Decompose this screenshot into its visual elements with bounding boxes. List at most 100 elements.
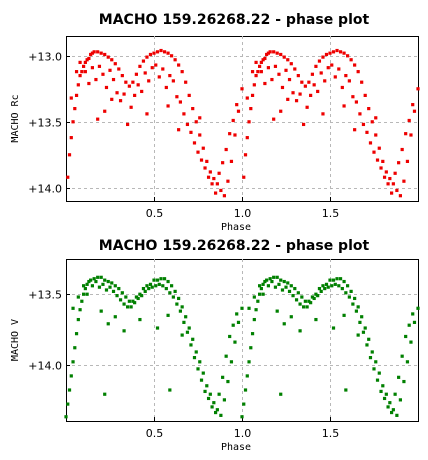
chart-1-x-tick-label: 0.5 bbox=[146, 207, 164, 220]
chart-2-data-point bbox=[97, 285, 102, 289]
chart-1-data-point bbox=[89, 52, 93, 57]
chart-2-data-point bbox=[236, 320, 241, 324]
chart-2-data-point bbox=[99, 275, 103, 279]
chart-2-data-point bbox=[120, 291, 124, 295]
chart-2-data-point bbox=[404, 334, 408, 339]
chart-1-data-point bbox=[379, 166, 383, 170]
chart-1: MACHO 159.26268.22 - phase plot 0.5 1.0 1.5… bbox=[10, 12, 420, 233]
chart-2-data-point bbox=[412, 320, 417, 324]
chart-2-data-point bbox=[126, 305, 130, 309]
chart-2-data-point bbox=[145, 284, 149, 288]
chart-1-data-point bbox=[115, 91, 119, 95]
chart-2-data-point bbox=[372, 367, 376, 371]
chart-1-data-point bbox=[90, 66, 94, 70]
chart-2-data-point bbox=[287, 289, 292, 293]
chart-2-data-point bbox=[407, 323, 411, 327]
chart-2-data-point bbox=[185, 330, 190, 334]
chart-2-data-point bbox=[226, 379, 230, 384]
chart-1-data-point bbox=[273, 64, 278, 68]
chart-2-data-point bbox=[261, 282, 265, 286]
chart-2-data-point bbox=[398, 398, 402, 402]
chart-1-data-point bbox=[294, 99, 299, 103]
chart-2-data-point bbox=[254, 308, 258, 312]
chart-2-data-point bbox=[187, 326, 191, 330]
chart-2-data-point bbox=[374, 360, 378, 364]
chart-2-data-point bbox=[240, 415, 244, 419]
chart-1-data-point bbox=[326, 66, 330, 70]
chart-1-data-point bbox=[229, 159, 234, 163]
chart-2-data-point bbox=[342, 279, 346, 284]
chart-1-data-point bbox=[90, 51, 94, 55]
chart-1-data-point bbox=[347, 79, 351, 83]
chart-2-data-point bbox=[140, 294, 144, 298]
chart-1-data-point bbox=[143, 71, 147, 75]
chart-1-data-point bbox=[198, 116, 202, 120]
chart-1-data-point bbox=[226, 179, 230, 183]
chart-2-data-point bbox=[317, 286, 322, 291]
chart-1-data-point bbox=[282, 55, 286, 59]
chart-2-data-point bbox=[316, 294, 320, 298]
chart-1-data-point bbox=[201, 146, 205, 150]
chart-1-data-point bbox=[300, 80, 304, 84]
chart-1-data-point bbox=[268, 50, 272, 54]
chart-2-data-point bbox=[134, 295, 138, 299]
chart-1-data-point bbox=[245, 136, 249, 140]
chart-1-data-point bbox=[235, 103, 239, 107]
chart-1-data-point bbox=[259, 70, 263, 74]
chart-2-data-point bbox=[74, 332, 79, 336]
chart-1-data-point bbox=[80, 70, 84, 74]
chart-1-data-point bbox=[340, 85, 344, 90]
chart-2-data-point bbox=[356, 333, 360, 337]
chart-1-data-point bbox=[69, 136, 73, 140]
chart-1-data-point bbox=[250, 70, 255, 74]
chart-1-y-tick-label: +13.0 bbox=[28, 51, 62, 64]
chart-1-data-point bbox=[96, 117, 100, 121]
chart-1-data-point bbox=[161, 67, 165, 71]
chart-2-data-point bbox=[363, 326, 367, 330]
chart-1-data-point bbox=[291, 91, 295, 95]
chart-2-data-point bbox=[203, 389, 207, 394]
chart-1-data-point bbox=[372, 150, 376, 154]
chart-2-data-point bbox=[205, 384, 209, 388]
chart-1-data-point bbox=[78, 74, 82, 78]
chart-2-data-point bbox=[182, 320, 186, 324]
chart-2-data-point bbox=[191, 337, 195, 341]
chart-2-data-point bbox=[324, 282, 329, 286]
chart-2-data-point bbox=[310, 295, 314, 299]
chart-2-data-point bbox=[368, 356, 373, 360]
chart-1-data-point bbox=[113, 62, 117, 66]
chart-1-data-point bbox=[309, 93, 313, 97]
chart-1-data-point bbox=[67, 153, 72, 157]
chart-2-x-tick-label: 1.0 bbox=[234, 427, 252, 440]
chart-2-data-point bbox=[259, 286, 263, 291]
chart-1-data-point bbox=[83, 70, 87, 74]
chart-2-y-tick-label: +14.0 bbox=[28, 360, 62, 373]
chart-2-data-point bbox=[106, 279, 110, 284]
chart-1-data-point bbox=[365, 130, 369, 134]
chart-1-data-point bbox=[177, 63, 181, 67]
chart-2-title: MACHO 159.26268.22 - phase plot bbox=[99, 238, 370, 254]
chart-2-data-point bbox=[64, 415, 68, 419]
chart-2-data-point bbox=[87, 279, 91, 284]
chart-1-data-point bbox=[263, 81, 267, 86]
chart-1-data-point bbox=[164, 85, 168, 90]
chart-1-data-point bbox=[375, 158, 380, 162]
chart-2-data-point bbox=[231, 323, 235, 327]
chart-2-data-point bbox=[154, 284, 158, 288]
chart-2-data-point bbox=[106, 322, 110, 326]
chart-2-data-point bbox=[328, 278, 332, 282]
chart-2-data-point bbox=[331, 326, 336, 330]
chart-1-data-point bbox=[76, 83, 80, 87]
chart-2-data-point bbox=[400, 354, 404, 358]
chart-2-data-point bbox=[89, 278, 93, 282]
chart-1-data-point bbox=[215, 182, 219, 186]
chart-1-data-point bbox=[386, 182, 390, 186]
chart-2-y-axis-label: MACHO V bbox=[10, 319, 21, 361]
chart-2-data-point bbox=[82, 284, 86, 288]
chart-1-data-point bbox=[210, 182, 214, 186]
chart-1-data-point bbox=[103, 109, 107, 113]
chart-1-data-point bbox=[231, 118, 235, 123]
chart-1-data-point bbox=[258, 64, 262, 68]
chart-2-data-point bbox=[189, 343, 193, 347]
chart-1-data-point bbox=[337, 67, 341, 71]
